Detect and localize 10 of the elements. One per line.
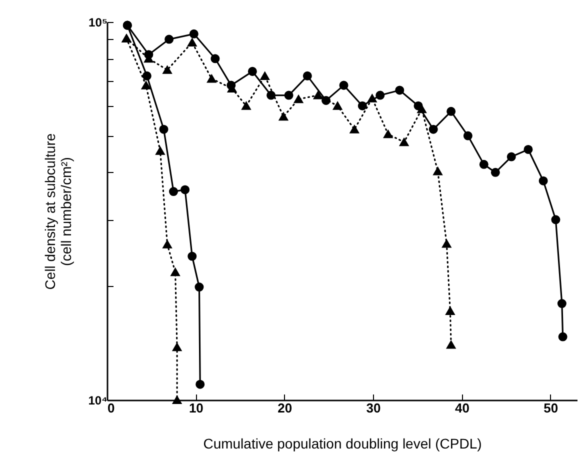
x-tick-label: 50 [544, 400, 558, 416]
x-tick-label: 20 [278, 400, 292, 416]
x-axis-title: Cumulative population doubling level (CPDL) [203, 436, 482, 452]
x-tick-label: 10 [188, 400, 204, 416]
y-axis-title: Cell density at subculture (cell number/cm²) [42, 133, 74, 290]
x-tick-label: 0 [108, 400, 115, 416]
y-tick-label: 10⁵ [88, 16, 108, 30]
x-tick-label: 40 [454, 400, 470, 416]
x-tick-label: 30 [366, 400, 381, 416]
y-tick-label: 10⁴ [88, 394, 108, 408]
